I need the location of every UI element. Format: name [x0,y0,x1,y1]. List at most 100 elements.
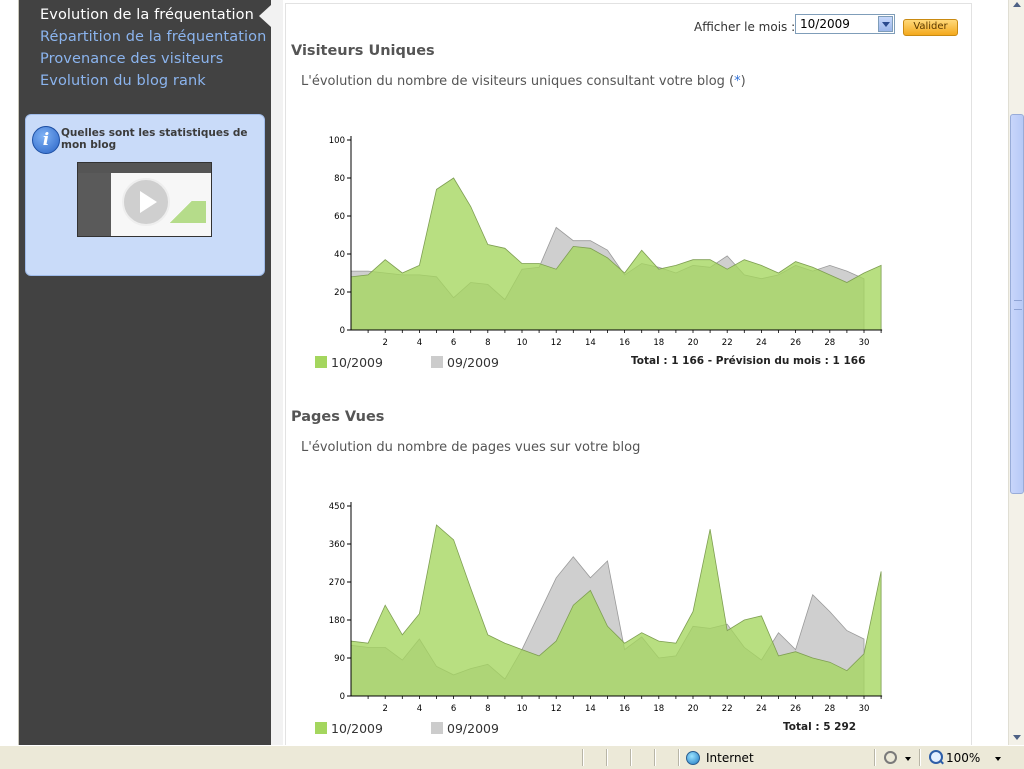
globe-icon [686,751,700,765]
pageviews-y-tick-label: 360 [329,540,345,550]
status-separator [582,749,584,766]
visitors-x-tick-label: 12 [551,338,562,346]
visitors-y-tick-label: 100 [329,136,345,146]
status-separator [654,749,656,766]
pageviews-y-tick-label: 0 [340,692,345,702]
chevron-down-icon[interactable] [995,757,1001,761]
legend-swatch-previous [431,722,443,734]
thumbnail-chart [168,201,206,223]
help-video-thumbnail[interactable] [77,162,212,237]
sidebar: Evolution de la fréquentation Répartitio… [19,0,271,745]
pageviews-subtitle: L'évolution du nombre de pages vues sur … [301,440,641,455]
vertical-scrollbar[interactable] [1008,0,1024,745]
main-content [283,0,1008,746]
visitors-title: Visiteurs Uniques [291,43,435,59]
help-box: i Quelles sont les statistiques de mon b… [25,114,265,276]
visitors-x-tick-label: 4 [417,338,422,346]
pageviews-x-tick-label: 6 [451,704,456,712]
status-separator [630,749,632,766]
visitors-x-tick-label: 20 [688,338,699,346]
pageviews-title: Pages Vues [291,409,385,425]
visitors-y-tick-label: 0 [340,326,345,336]
visitors-x-tick-label: 8 [485,338,490,346]
pageviews-x-tick-label: 22 [722,704,733,712]
status-bar: Internet 100% [0,745,1024,769]
visitors-x-tick-label: 26 [790,338,801,346]
legend-label-previous: 09/2009 [447,721,499,736]
help-title[interactable]: Quelles sont les statistiques de mon blo… [61,127,248,151]
visitors-x-tick-label: 14 [585,338,596,346]
legend-swatch-previous [431,356,443,368]
scroll-up-icon[interactable] [1009,0,1024,14]
zoom-icon[interactable] [929,750,943,764]
active-indicator-arrow [259,5,271,27]
chevron-down-icon[interactable] [905,757,911,761]
valider-button[interactable]: Valider [903,19,958,36]
zoom-level[interactable]: 100% [946,751,981,765]
pageviews-x-tick-label: 2 [382,704,387,712]
month-label: Afficher le mois : [694,20,796,34]
month-select[interactable]: 10/2009 [795,14,895,34]
nav-item-evolution-frequentation[interactable]: Evolution de la fréquentation [40,7,254,23]
visitors-footnote-link[interactable]: * [734,74,741,89]
nav-item-provenance-visiteurs[interactable]: Provenance des visiteurs [40,51,224,67]
pageviews-x-tick-label: 14 [585,704,596,712]
visitors-total: Total : 1 166 - Prévision du mois : 1 16… [631,355,866,367]
pageviews-x-tick-label: 30 [859,704,870,712]
visitors-x-tick-label: 2 [382,338,387,346]
visitors-subtitle-end: ) [740,74,746,89]
pageviews-x-tick-label: 8 [485,704,490,712]
visitors-x-tick-label: 10 [517,338,528,346]
pageviews-x-tick-label: 12 [551,704,562,712]
visitors-y-tick-label: 40 [334,250,345,260]
pageviews-y-tick-label: 450 [329,502,345,512]
visitors-legend-previous: 09/2009 [431,355,499,370]
pageviews-x-tick-label: 26 [790,704,801,712]
status-separator [606,749,608,766]
pageviews-x-tick-label: 10 [517,704,528,712]
pageviews-x-tick-label: 16 [619,704,630,712]
pageviews-y-tick-label: 180 [329,616,345,626]
visitors-subtitle: L'évolution du nombre de visiteurs uniqu… [301,74,746,89]
visitors-y-tick-label: 80 [334,174,345,184]
visitors-x-tick-label: 16 [619,338,630,346]
pageviews-series-area-0 [350,524,882,697]
play-icon[interactable] [122,178,170,226]
content-panel [285,3,972,746]
status-separator [874,749,876,766]
visitors-x-tick-label: 24 [756,338,767,346]
nav-item-evolution-blog-rank[interactable]: Evolution du blog rank [40,73,206,89]
chevron-down-icon[interactable] [878,16,893,32]
window-frame-left [0,0,19,745]
pageviews-x-tick-label: 24 [756,704,767,712]
visitors-y-tick-label: 20 [334,288,345,298]
layout-gutter [271,0,283,745]
visitors-x-tick-label: 30 [859,338,870,346]
nav-item-repartition-frequentation[interactable]: Répartition de la fréquentation [40,29,267,45]
visitors-series-area-0 [350,177,882,331]
thumbnail-toolbar [78,163,211,173]
legend-label-current: 10/2009 [331,721,383,736]
pageviews-y-tick-label: 270 [329,578,345,588]
visitors-y-tick-label: 60 [334,212,345,222]
scroll-thumb[interactable] [1010,114,1024,494]
info-icon: i [32,126,60,154]
visitors-legend-current: 10/2009 [315,355,383,370]
grip-icon [1014,300,1022,310]
thumbnail-sidebar [78,173,111,236]
pageviews-x-tick-label: 28 [824,704,835,712]
legend-label-current: 10/2009 [331,355,383,370]
pageviews-x-tick-label: 18 [653,704,664,712]
pageviews-legend-current: 10/2009 [315,721,383,736]
protected-mode-icon[interactable] [884,751,897,764]
security-zone-label: Internet [706,751,754,765]
visitors-x-tick-label: 28 [824,338,835,346]
scroll-down-icon[interactable] [1009,729,1024,745]
status-separator [919,749,921,766]
pageviews-legend-previous: 09/2009 [431,721,499,736]
visitors-x-tick-label: 18 [653,338,664,346]
pageviews-x-tick-label: 4 [417,704,422,712]
legend-swatch-current [315,722,327,734]
